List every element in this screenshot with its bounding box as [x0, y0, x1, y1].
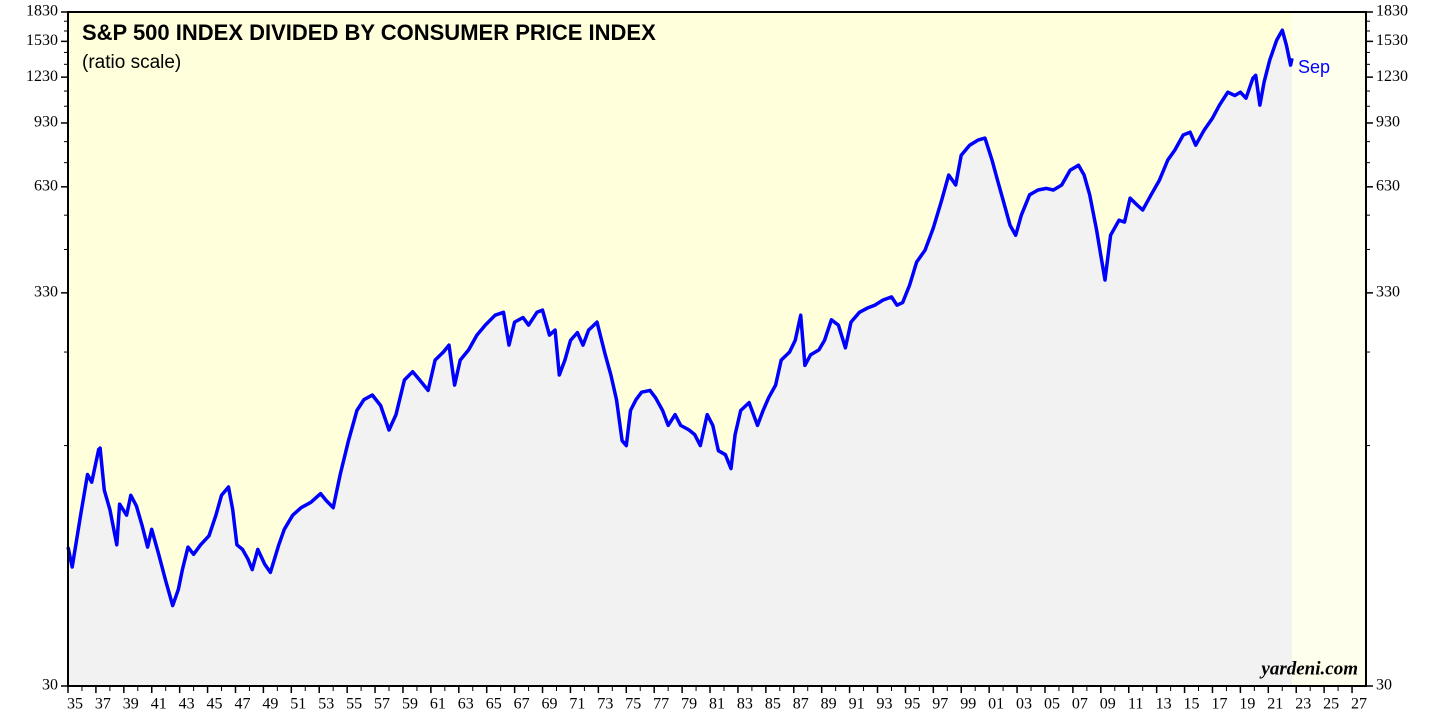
x-tick-label: 51: [290, 696, 306, 713]
x-tick-label: 95: [904, 696, 920, 713]
x-tick-label: 59: [402, 696, 418, 713]
y-tick-label: 30: [1376, 677, 1392, 694]
x-tick-label: 65: [486, 696, 502, 713]
x-tick-label: 27: [1351, 696, 1367, 713]
x-tick-label: 61: [430, 696, 446, 713]
x-tick-label: 13: [1156, 696, 1172, 713]
y-tick-label: 330: [34, 284, 58, 301]
x-tick-label: 19: [1239, 696, 1255, 713]
y-tick-label: 1530: [26, 32, 58, 49]
y-tick-label: 30: [42, 677, 58, 694]
y-tick-label: 1830: [1376, 3, 1408, 20]
y-tick-label: 630: [1376, 178, 1400, 195]
line: [66, 28, 1294, 608]
y-tick-label: 1230: [1376, 68, 1408, 85]
x-tick-label: 53: [318, 696, 334, 713]
x-tick-label: 17: [1211, 696, 1227, 713]
x-tick-label: 81: [709, 696, 725, 713]
y-tick-label: 930: [1376, 114, 1400, 131]
x-tick-label: 47: [234, 696, 250, 713]
y-tick-label: 630: [34, 178, 58, 195]
y-tick-label: 1530: [1376, 32, 1408, 49]
x-tick-label: 09: [1100, 696, 1116, 713]
x-tick-label: 67: [514, 696, 530, 713]
y-tick-label: 930: [34, 114, 58, 131]
x-tick-label: 71: [569, 696, 585, 713]
area: [68, 30, 1293, 686]
x-tick-label: 57: [374, 696, 390, 713]
x-tick-label: 45: [207, 696, 223, 713]
x-tick-label: 89: [821, 696, 837, 713]
x-tick-label: 55: [346, 696, 362, 713]
x-tick-label: 93: [876, 696, 892, 713]
plot-frame: [67, 11, 1367, 687]
x-tick-label: 05: [1044, 696, 1060, 713]
x-tick-label: 69: [542, 696, 558, 713]
x-tick-label: 63: [458, 696, 474, 713]
annotation: Sep: [1298, 57, 1330, 77]
x-tick-label: 21: [1267, 696, 1283, 713]
x-tick-label: 41: [151, 696, 167, 713]
x-tick-label: 25: [1323, 696, 1339, 713]
y-tick-label: 330: [1376, 284, 1400, 301]
source: yardeni.com: [1259, 658, 1358, 679]
x-tick-label: 97: [932, 696, 948, 713]
chart-subtitle: (ratio scale): [82, 52, 181, 73]
x-tick-label: 99: [960, 696, 976, 713]
y-tick-label: 1230: [26, 68, 58, 85]
x-tick-label: 43: [179, 696, 195, 713]
x-tick-label: 73: [597, 696, 613, 713]
x-tick-label: 79: [681, 696, 697, 713]
y-tick-label: 1830: [26, 3, 58, 20]
x-tick-label: 01: [988, 696, 1004, 713]
x-tick-label: 11: [1128, 696, 1143, 713]
x-tick-label: 07: [1072, 696, 1088, 713]
x-tick-label: 87: [793, 696, 809, 713]
x-tick-label: 15: [1184, 696, 1200, 713]
x-tick-label: 39: [123, 696, 139, 713]
x-tick-label: 49: [262, 696, 278, 713]
chart-title: S&P 500 INDEX DIVIDED BY CONSUMER PRICE …: [82, 20, 656, 45]
x-tick-label: 23: [1295, 696, 1311, 713]
x-tick-label: 35: [67, 696, 83, 713]
x-tick-label: 85: [765, 696, 781, 713]
x-tick-label: 83: [737, 696, 753, 713]
x-tick-label: 91: [849, 696, 865, 713]
forecast-region: [1292, 12, 1366, 686]
x-tick-label: 37: [95, 696, 111, 713]
x-tick-label: 03: [1016, 696, 1032, 713]
x-tick-label: 75: [625, 696, 641, 713]
x-tick-label: 77: [653, 696, 669, 713]
